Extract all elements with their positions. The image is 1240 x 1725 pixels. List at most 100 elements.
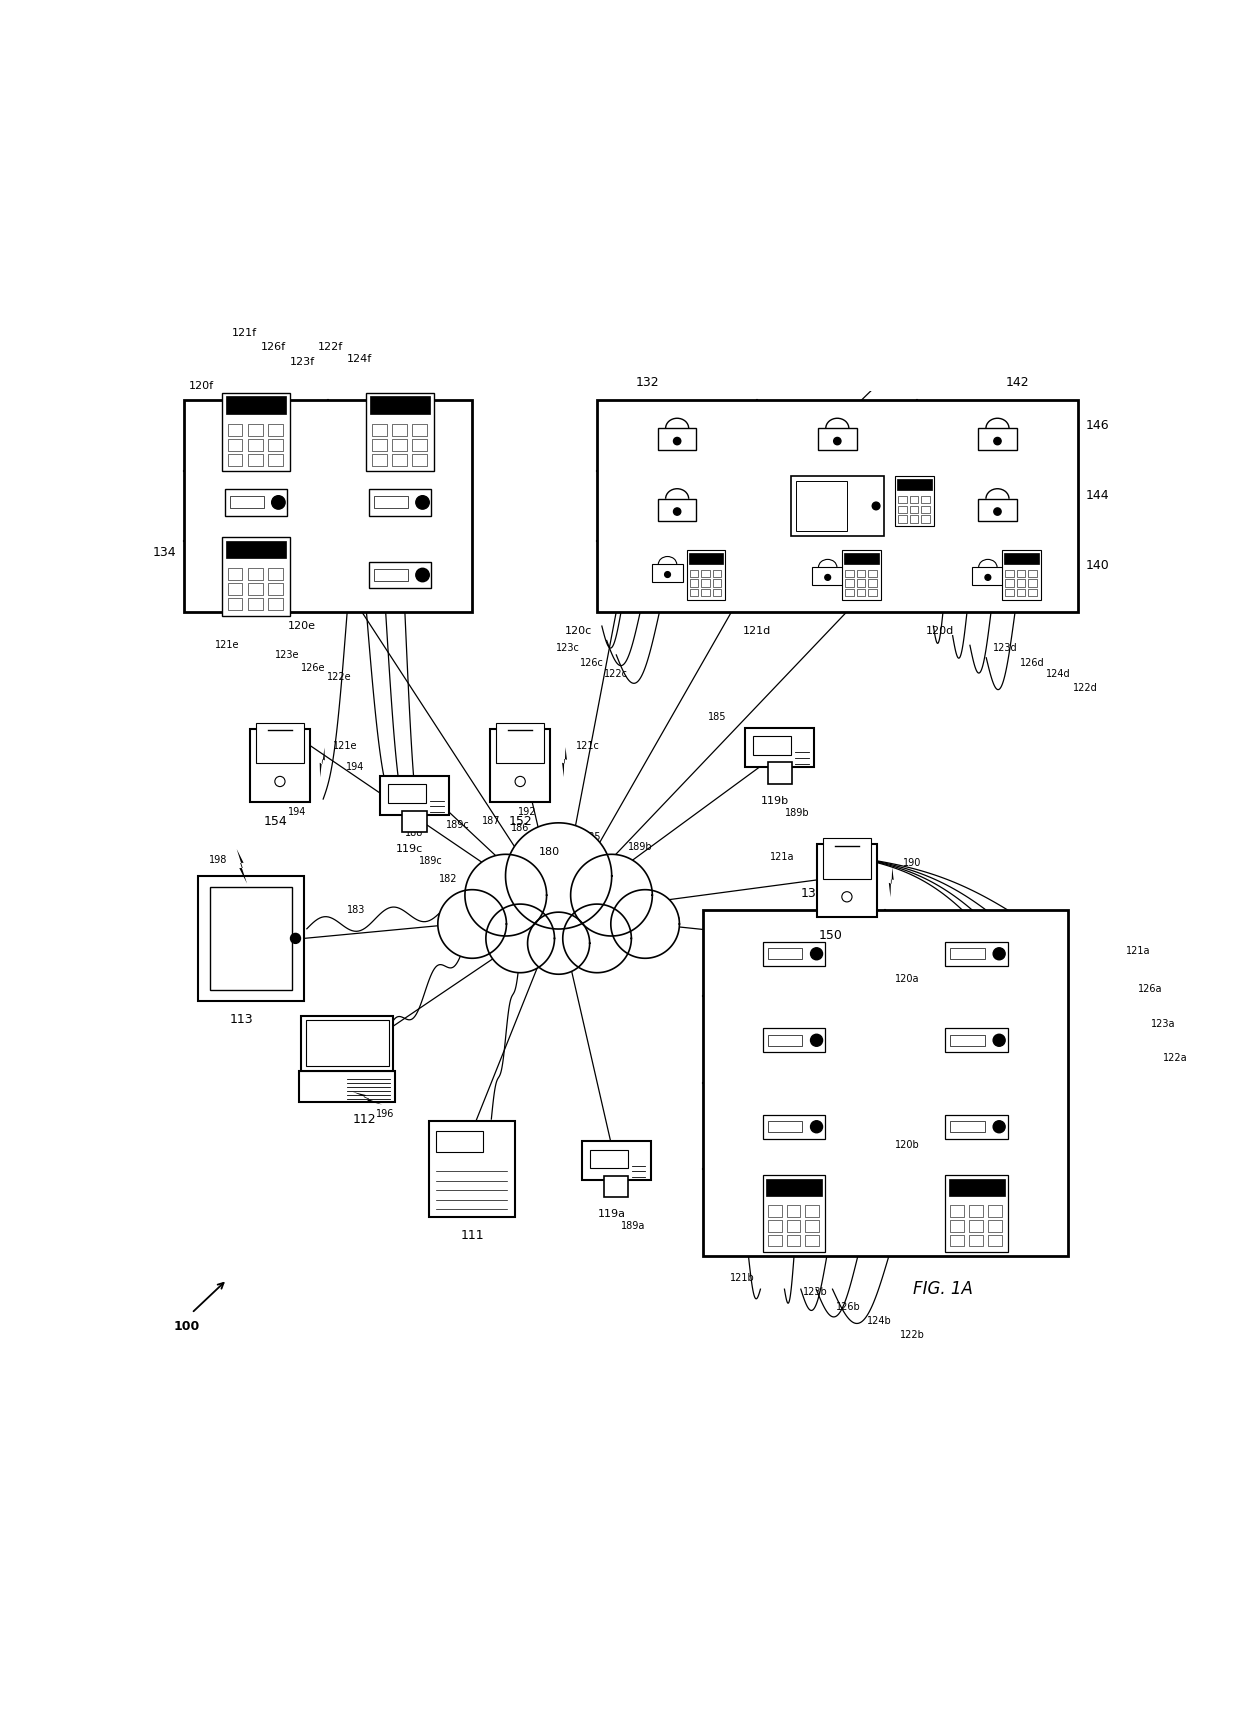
- Bar: [652, 564, 683, 581]
- Text: 189b: 189b: [785, 807, 808, 818]
- Bar: [868, 588, 877, 597]
- Text: 130: 130: [801, 887, 825, 900]
- Text: 123a: 123a: [1151, 1019, 1176, 1028]
- Bar: [703, 909, 1068, 1256]
- Text: 146: 146: [1085, 419, 1109, 431]
- Bar: [713, 569, 722, 578]
- Bar: [222, 393, 290, 471]
- Bar: [921, 505, 930, 512]
- Bar: [970, 1206, 983, 1216]
- Bar: [812, 568, 843, 585]
- Bar: [1017, 588, 1025, 597]
- Bar: [1028, 569, 1037, 578]
- Bar: [988, 1206, 1002, 1216]
- Bar: [412, 454, 427, 466]
- Bar: [248, 568, 263, 580]
- Bar: [1017, 580, 1025, 586]
- Bar: [226, 397, 286, 414]
- Text: 119a: 119a: [598, 1209, 625, 1220]
- Text: 121d: 121d: [743, 626, 771, 637]
- Text: 144: 144: [1085, 488, 1109, 502]
- Text: 189a: 189a: [621, 1221, 646, 1232]
- Bar: [978, 428, 1017, 450]
- Bar: [702, 569, 709, 578]
- Bar: [768, 1206, 781, 1216]
- Bar: [972, 568, 1003, 585]
- Text: 123c: 123c: [557, 643, 580, 654]
- Bar: [368, 562, 432, 588]
- Circle shape: [811, 947, 822, 959]
- Polygon shape: [570, 854, 652, 937]
- Text: 152: 152: [508, 816, 532, 828]
- Bar: [768, 762, 792, 783]
- Bar: [392, 438, 407, 450]
- Text: 196: 196: [376, 1109, 394, 1120]
- Bar: [1006, 569, 1014, 578]
- Bar: [228, 424, 243, 436]
- Bar: [1028, 588, 1037, 597]
- Text: 189c: 189c: [419, 856, 443, 866]
- Bar: [898, 505, 906, 512]
- Bar: [857, 588, 866, 597]
- Bar: [745, 728, 815, 768]
- Bar: [898, 516, 906, 523]
- Circle shape: [665, 571, 671, 578]
- Text: 121e: 121e: [332, 742, 357, 750]
- Polygon shape: [465, 854, 547, 937]
- Text: 194: 194: [346, 762, 365, 773]
- Bar: [226, 542, 286, 559]
- Bar: [228, 583, 243, 595]
- Bar: [228, 568, 243, 580]
- Text: 122e: 122e: [327, 673, 352, 681]
- Bar: [687, 550, 725, 600]
- Bar: [768, 949, 802, 959]
- Text: 126d: 126d: [1021, 657, 1045, 668]
- Bar: [392, 454, 407, 466]
- Bar: [228, 599, 243, 611]
- Bar: [268, 583, 283, 595]
- Bar: [373, 569, 408, 581]
- Text: 122f: 122f: [319, 342, 343, 352]
- Bar: [786, 1220, 800, 1232]
- Bar: [435, 1130, 484, 1152]
- Text: 111: 111: [460, 1228, 484, 1242]
- Bar: [1006, 588, 1014, 597]
- Text: 187: 187: [482, 816, 501, 826]
- Text: 189b: 189b: [627, 842, 652, 852]
- Text: 122b: 122b: [900, 1330, 925, 1340]
- Bar: [910, 505, 919, 512]
- Bar: [713, 580, 722, 586]
- Bar: [950, 1235, 965, 1245]
- Bar: [412, 438, 427, 450]
- Circle shape: [993, 507, 1001, 516]
- Text: 189c: 189c: [446, 819, 470, 830]
- Bar: [950, 949, 985, 959]
- Text: 189a: 189a: [657, 914, 681, 925]
- Text: 123d: 123d: [993, 643, 1018, 654]
- Bar: [184, 400, 472, 612]
- Bar: [713, 588, 722, 597]
- Bar: [842, 550, 880, 600]
- Text: 188: 188: [405, 828, 424, 838]
- Bar: [702, 580, 709, 586]
- Text: 126b: 126b: [836, 1302, 861, 1311]
- Circle shape: [993, 947, 1006, 959]
- Bar: [268, 599, 283, 611]
- Text: 121a: 121a: [1126, 945, 1151, 956]
- Bar: [857, 569, 866, 578]
- Text: 122c: 122c: [604, 669, 629, 680]
- Bar: [857, 580, 866, 586]
- Bar: [658, 499, 697, 521]
- Circle shape: [993, 1035, 1006, 1047]
- Bar: [306, 1019, 388, 1066]
- Bar: [950, 1220, 965, 1232]
- Bar: [898, 478, 931, 490]
- Text: 100: 100: [174, 1320, 200, 1333]
- Text: 122a: 122a: [1163, 1054, 1188, 1063]
- Text: 181: 181: [487, 944, 506, 952]
- Bar: [988, 1235, 1002, 1245]
- Bar: [768, 1235, 781, 1245]
- Bar: [786, 1235, 800, 1245]
- Text: 184: 184: [544, 828, 563, 838]
- Bar: [910, 497, 919, 504]
